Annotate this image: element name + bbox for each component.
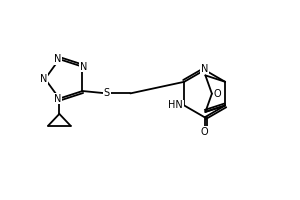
Text: O: O — [201, 127, 208, 137]
Text: O: O — [213, 89, 221, 99]
Text: N: N — [54, 54, 61, 64]
Text: HN: HN — [168, 100, 183, 110]
Text: N: N — [40, 74, 47, 84]
Text: N: N — [54, 94, 61, 104]
Text: S: S — [104, 88, 110, 98]
Text: N: N — [201, 64, 208, 74]
Text: N: N — [80, 62, 88, 72]
